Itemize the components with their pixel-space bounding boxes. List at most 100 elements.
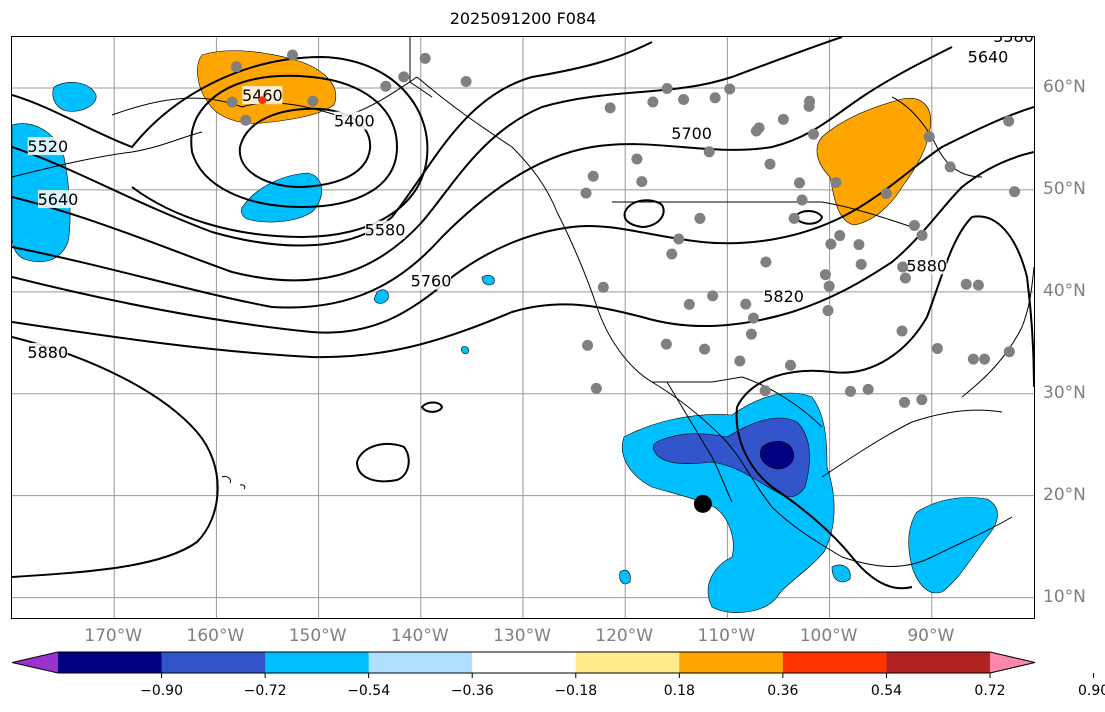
station-marker — [398, 71, 410, 83]
border-alaska-canada — [409, 37, 433, 98]
station-marker — [734, 355, 746, 367]
station-marker — [647, 96, 659, 108]
contour-label-5700: 5700 — [671, 124, 712, 143]
negative-anomaly-gulf-alaska — [241, 172, 322, 223]
station-marker — [931, 343, 943, 355]
contour-label-5460: 5460 — [242, 86, 283, 105]
graticule — [12, 37, 1034, 618]
negative-anomaly-islet-1 — [373, 289, 389, 304]
station-marker — [853, 239, 865, 251]
colorbar-tick-label: 0.90 — [1077, 683, 1105, 699]
station-marker — [855, 258, 867, 270]
colorbar-tick-label: 0.72 — [974, 683, 1006, 699]
station-marker — [759, 385, 771, 397]
station-marker — [597, 281, 609, 293]
contour-5400 — [238, 107, 372, 189]
station-marker — [960, 278, 972, 290]
contour-labels: 5460540055205640558057605880570058205880… — [27, 37, 1034, 362]
latitude-label: 20°N — [1043, 484, 1086, 505]
station-marker — [819, 269, 831, 281]
station-marker — [580, 187, 592, 199]
colorbar-segment — [472, 652, 577, 673]
station-marker — [825, 238, 837, 250]
map-canvas: 5460540055205640558057605880570058205880… — [12, 37, 1034, 618]
contour-5880-south — [735, 406, 913, 590]
contour-5460 — [190, 74, 399, 209]
coast-baja — [666, 381, 733, 503]
latitude-label: 40°N — [1043, 280, 1086, 301]
negative-anomaly-islet-2 — [481, 275, 495, 286]
station-marker — [661, 82, 673, 94]
station-marker — [678, 93, 690, 105]
colorbar-segment — [782, 652, 887, 673]
station-marker — [631, 153, 643, 165]
contour-label-bg — [37, 190, 78, 209]
station-marker — [724, 83, 736, 95]
contour-label-bg — [906, 256, 947, 275]
contour-label-bg — [27, 342, 68, 361]
contour-label-bg — [242, 86, 283, 105]
station-marker — [587, 170, 599, 182]
contour-5880-west — [12, 336, 219, 578]
station-marker — [747, 312, 759, 324]
contour-5880-ring — [355, 443, 410, 483]
longitude-label: 150°W — [288, 626, 347, 646]
station-marker — [287, 49, 299, 61]
colorbar-tick-label: −0.54 — [347, 683, 391, 699]
colorbar-segment — [368, 652, 473, 673]
positive-anomaly-canada — [816, 97, 932, 226]
longitude-label: 100°W — [799, 626, 858, 646]
longitude-label: 120°W — [595, 626, 654, 646]
colorbar-tick-label: −0.72 — [243, 683, 287, 699]
contour-label-5640: 5640 — [968, 47, 1009, 66]
contour-label-5580: 5580 — [993, 37, 1034, 46]
station-marker — [764, 158, 776, 170]
contour-label-bg — [27, 137, 68, 156]
contour-5880-east — [736, 215, 1034, 408]
station-marker — [740, 298, 752, 310]
station-marker — [753, 122, 765, 134]
station-marker — [916, 229, 928, 241]
station-marker — [804, 95, 816, 107]
station-marker — [1003, 115, 1015, 127]
station-marker — [1009, 186, 1021, 198]
station-marker — [972, 279, 984, 291]
border-us-mexico — [652, 376, 823, 428]
station-marker — [709, 92, 721, 104]
colorbar-extend-min — [12, 652, 58, 673]
station-marker — [807, 128, 819, 140]
station-marker — [834, 230, 846, 242]
longitude-label: 170°W — [84, 626, 143, 646]
contour-label-bg — [763, 286, 804, 305]
contour-5820-small — [623, 199, 665, 229]
latitude-label: 30°N — [1043, 382, 1086, 403]
coast-aleutians — [12, 131, 203, 178]
contour-label-bg — [968, 47, 1009, 66]
station-marker — [745, 328, 757, 340]
coast-north-america-west — [416, 76, 843, 558]
station-marker — [830, 176, 842, 188]
negative-anomaly-mexico — [622, 392, 835, 613]
station-markers — [226, 49, 1021, 408]
red-point — [258, 96, 267, 105]
colorbar-tick-label: 0.36 — [767, 683, 799, 699]
station-marker — [896, 325, 908, 337]
station-marker — [666, 248, 678, 260]
contour-label-5880: 5880 — [906, 256, 947, 275]
station-marker — [307, 95, 319, 107]
station-marker — [760, 256, 772, 268]
contour-label-5820: 5820 — [763, 287, 804, 306]
station-marker — [844, 385, 856, 397]
station-marker — [967, 353, 979, 365]
map-panel: 5460 5400 5520 5640 5580 5760 5880 5700 5820 5880… — [11, 36, 1035, 619]
station-marker — [703, 146, 715, 158]
coast-east — [961, 266, 1034, 398]
longitude-label: 140°W — [390, 626, 449, 646]
contour-5580 — [12, 41, 653, 247]
station-marker — [796, 194, 808, 206]
station-marker — [822, 305, 834, 317]
negative-anomaly-mexico-core — [652, 417, 810, 497]
contour-5820 — [12, 151, 1034, 359]
contour-label-5760: 5760 — [411, 272, 452, 291]
colorbar-segment — [161, 652, 266, 673]
